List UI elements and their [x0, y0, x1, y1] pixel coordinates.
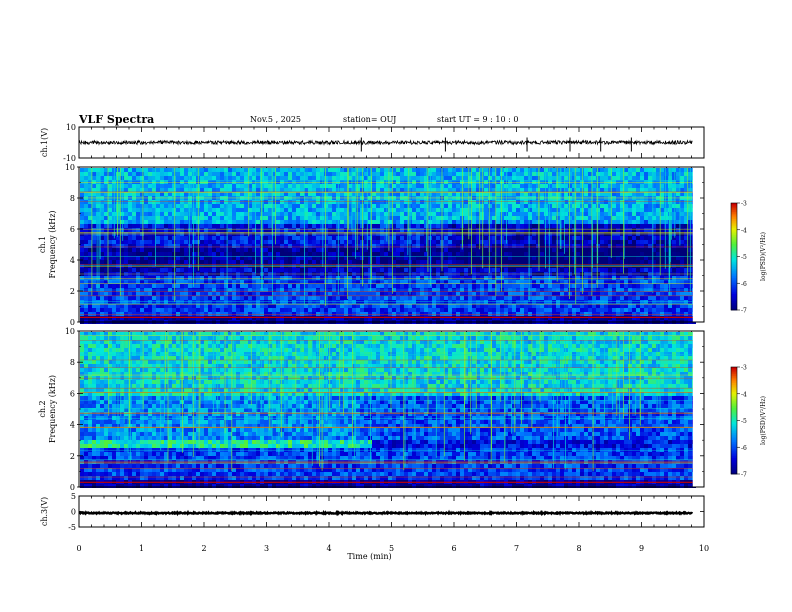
- ch3-waveform-ylabel: ch.3(V): [40, 497, 49, 526]
- ch1-spectrogram-ytick-8: 8: [70, 194, 75, 203]
- ch1-spectrogram-channel-label: ch.1: [38, 236, 47, 253]
- ch1-spectrogram-ytick-10: 10: [65, 163, 75, 172]
- ch3-waveform-ytick-5: 5: [71, 492, 76, 501]
- xtick-8: 8: [576, 544, 581, 553]
- ch1-spectrogram-ytick-6: 6: [70, 225, 75, 234]
- ch1-spectrogram-ylabel: Frequency (kHz): [48, 210, 57, 278]
- ch3-waveform-trace: [78, 509, 694, 517]
- ch2-spectrogram-colorbar-tick--7: -7: [741, 472, 747, 479]
- ch2-spectrogram-colorbar-tick--5: -5: [741, 418, 747, 425]
- xtick-4: 4: [326, 544, 331, 553]
- xaxis-label: Time (min): [347, 552, 391, 561]
- ch1-spectrogram-frame-top: [78, 166, 705, 323]
- ch2-spectrogram-colorbar: -3 -4 -5 -6 -7 log(PSD)(V²/Hz): [730, 365, 767, 479]
- ch2-spectrogram-colorbar-tick--4: -4: [741, 391, 747, 398]
- ch1-spectrogram-axes: 0 2 4 6 8 10 ch.1 Frequency (kHz) -3 -4 -5 -6 -7 log(…: [38, 163, 767, 327]
- ch1-waveform-ytick-10: 10: [66, 123, 76, 132]
- station-label: station= OUJ: [343, 115, 397, 124]
- ch1-waveform-trace: [79, 139, 693, 146]
- ch2-spectrogram-colorbar-tick--6: -6: [741, 445, 747, 452]
- xtick-1: 1: [139, 544, 144, 553]
- ch1-spectrogram-colorbar: -3 -4 -5 -6 -7 log(PSD)(V²/Hz): [730, 201, 767, 315]
- xtick-10: 10: [699, 544, 709, 553]
- xtick-7: 7: [514, 544, 519, 553]
- start-time-label: start UT = 9 : 10 : 0: [437, 115, 519, 124]
- ch1-waveform-axes: 10 -10 ch.1(V): [40, 123, 705, 163]
- ch1-spectrogram-tones: [80, 180, 693, 316]
- ch2-spectrogram-channel-label: ch.2: [38, 400, 47, 417]
- ch1-spectrogram-ytick-4: 4: [70, 256, 75, 265]
- ch2-spectrogram-axes: 0 2 4 6 8 10 ch.2 Frequency (kHz) -3 -4 -5 -6 -7 log(…: [38, 327, 767, 492]
- ch2-spectrogram-colorbar-label: log(PSD)(V²/Hz): [760, 396, 767, 445]
- xtick-9: 9: [639, 544, 644, 553]
- xtick-3: 3: [264, 544, 269, 553]
- ch3-waveform-ytick-0: 0: [71, 508, 76, 517]
- ch1-waveform-ylabel: ch.1(V): [40, 128, 49, 157]
- ch2-spectrogram-ytick-4: 4: [70, 421, 75, 430]
- ch1-spectrogram-cells: [80, 168, 696, 324]
- ch1-spectrogram-colorbar-label: log(PSD)(V²/Hz): [760, 232, 767, 281]
- ch2-spectrogram-ytick-10: 10: [65, 327, 75, 336]
- ch1-waveform-ytick--10: -10: [63, 154, 76, 163]
- ch1-spectrogram-ytick-2: 2: [70, 287, 75, 296]
- ch1-spectrogram-ytick-0: 0: [70, 318, 75, 327]
- ch2-spectrogram-ytick-2: 2: [70, 452, 75, 461]
- ch1-spectrogram-impulses: [91, 168, 691, 306]
- ch2-spectrogram-ylabel: Frequency (kHz): [48, 375, 57, 443]
- xtick-5: 5: [389, 544, 394, 553]
- ch2-spectrogram-ytick-6: 6: [70, 389, 75, 398]
- ch2-spectrogram-tones: [80, 334, 693, 478]
- ch2-spectrogram-empty-strip: [692, 331, 704, 487]
- xtick-0: 0: [76, 544, 81, 553]
- ch3-waveform-ytick--5: -5: [68, 523, 76, 532]
- ch2-spectrogram-cells: [80, 332, 696, 488]
- ch1-spectrogram-colorbar-tick--5: -5: [741, 254, 747, 261]
- ch3-waveform-axes: 5 0 -5 ch.3(V): [40, 492, 705, 532]
- ch2-spectrogram-colorbar-tick--3: -3: [741, 365, 747, 372]
- xtick-2: 2: [201, 544, 206, 553]
- ch1-spectrogram-colorbar-tick--4: -4: [741, 227, 747, 234]
- ch2-spectrogram-frame-top: [78, 330, 705, 488]
- ch1-spectrogram-empty-strip: [692, 167, 704, 322]
- ch1-spectrogram-colorbar-tick--6: -6: [741, 281, 747, 288]
- ch2-spectrogram-ytick-0: 0: [70, 483, 75, 492]
- ch1-spectrogram-colorbar-tick--7: -7: [741, 308, 747, 315]
- figure-title: VLF Spectra: [79, 113, 155, 126]
- ch1-spectrogram-colorbar-tick--3: -3: [741, 201, 747, 208]
- date-label: Nov.5 , 2025: [250, 115, 302, 124]
- ch2-spectrogram-ytick-8: 8: [70, 358, 75, 367]
- xtick-6: 6: [451, 544, 456, 553]
